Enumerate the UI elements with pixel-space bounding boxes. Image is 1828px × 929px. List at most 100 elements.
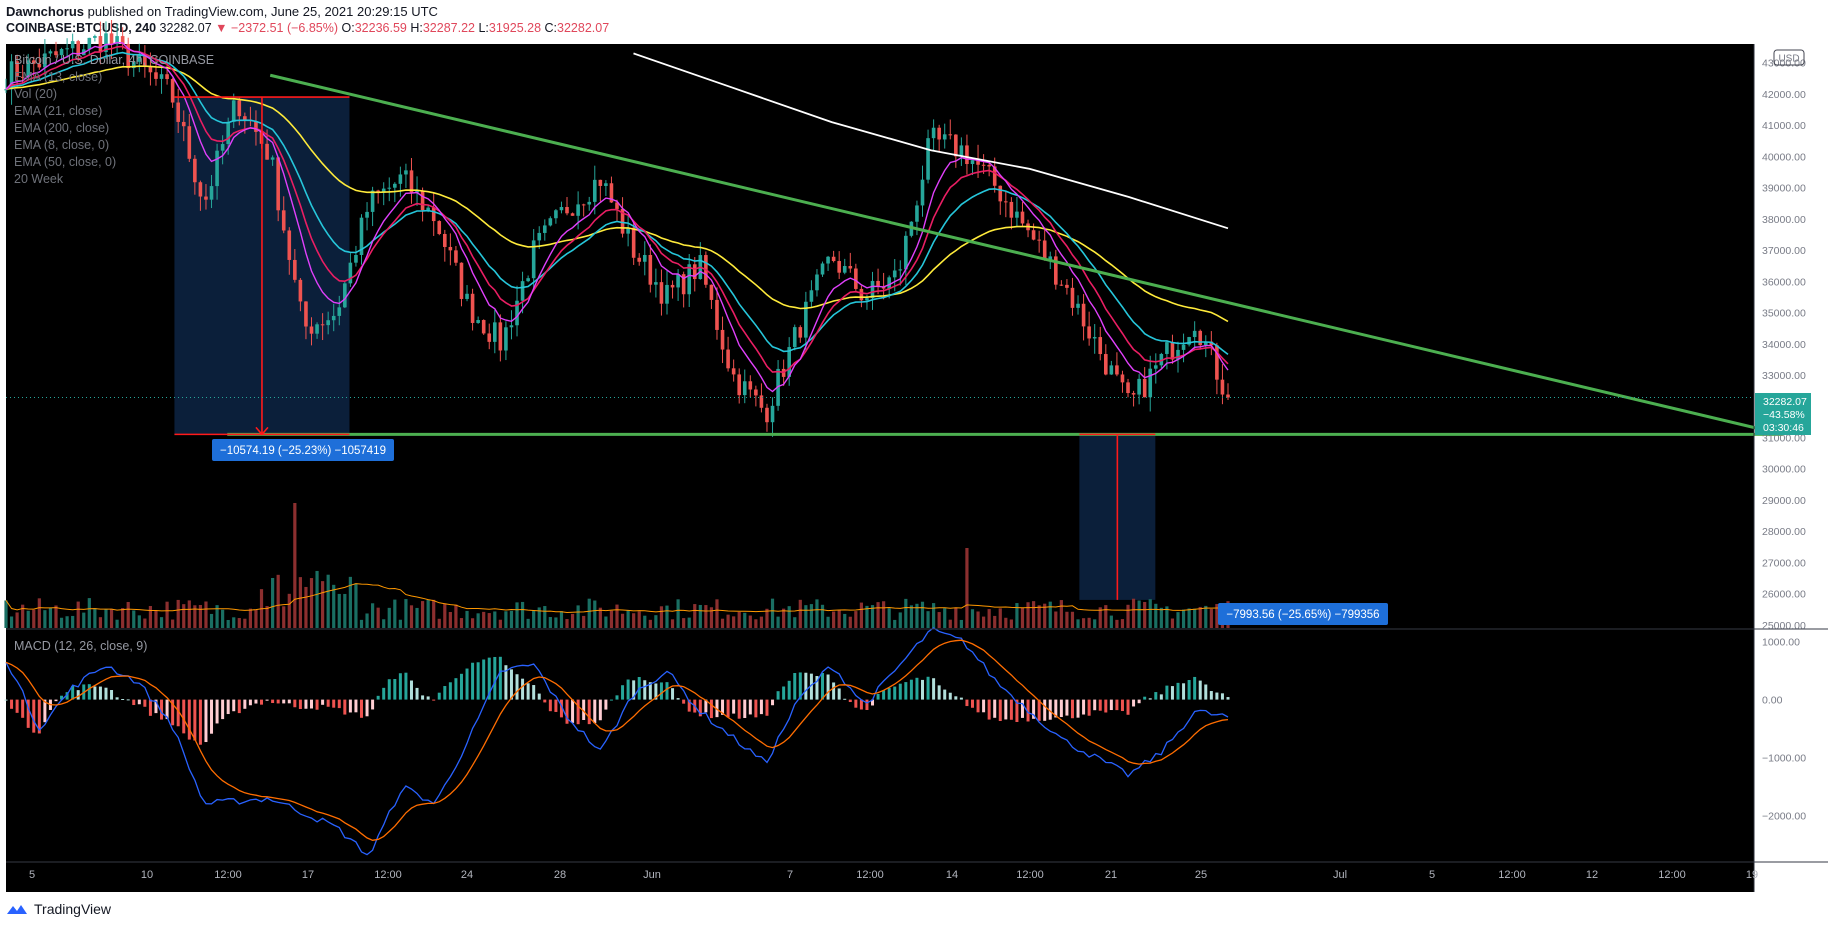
- measure-label-1-box[interactable]: [212, 439, 394, 461]
- macd-histogram-bar: [15, 699, 19, 713]
- macd-histogram-bar: [948, 692, 952, 700]
- macd-histogram-bar: [576, 699, 580, 725]
- volume-bar: [870, 605, 875, 628]
- macd-histogram-bar: [93, 686, 97, 700]
- macd-histogram-bar: [26, 699, 30, 728]
- volume-bar: [1070, 611, 1075, 628]
- volume-bar: [193, 605, 197, 628]
- candle-body: [204, 196, 208, 200]
- volume-bar: [409, 605, 414, 628]
- candle-body: [726, 349, 730, 369]
- ohlc-line: COINBASE:BTCUSD, 240 32282.07 ▼ −2372.51…: [6, 20, 609, 37]
- candle-body: [742, 381, 747, 396]
- candle-body: [765, 407, 769, 423]
- macd-histogram-bar: [21, 699, 25, 718]
- candle-body: [642, 255, 647, 262]
- ema8-line: [5, 41, 1229, 393]
- volume-bar: [459, 618, 464, 628]
- candle-body: [1192, 330, 1197, 338]
- macd-histogram-bar: [487, 657, 491, 700]
- candle-body: [181, 121, 186, 127]
- volume-bar: [415, 607, 419, 628]
- volume-bar: [626, 610, 630, 628]
- macd-histogram-bar: [409, 680, 413, 700]
- candle-body: [404, 170, 408, 175]
- macd-tick-label: 0.00: [1762, 695, 1783, 707]
- candle-body: [1226, 394, 1230, 398]
- candle-body: [287, 230, 292, 260]
- volume-bar: [265, 606, 269, 628]
- currency-badge[interactable]: USD: [1773, 49, 1805, 66]
- measure-label-2-box[interactable]: [1218, 603, 1388, 625]
- macd-histogram-bar: [1070, 699, 1074, 719]
- macd-histogram-bar: [226, 699, 230, 715]
- legend-ema21: EMA (21, close): [14, 104, 102, 118]
- volume-bar: [1198, 606, 1202, 628]
- x-tick-label: 25: [1195, 869, 1207, 881]
- candle-body: [315, 324, 319, 334]
- macd-histogram-bar: [821, 672, 825, 700]
- macd-histogram-bar: [376, 695, 380, 700]
- volume-bar: [132, 610, 136, 628]
- volume-bar: [393, 599, 397, 628]
- volume-bar: [1015, 603, 1019, 628]
- candle-body: [54, 51, 58, 56]
- candle-body: [731, 368, 736, 375]
- macd-histogram-bar: [954, 696, 958, 700]
- tradingview-logo-icon: [7, 905, 27, 914]
- candle-body: [170, 79, 175, 103]
- macd-histogram-bar: [859, 699, 863, 710]
- candle-body: [687, 264, 692, 295]
- candle-body: [148, 66, 153, 73]
- legend-title: Bitcoin / U.S. Dollar, 4h, COINBASE: [14, 53, 214, 67]
- macd-histogram-bar: [871, 699, 875, 706]
- macd-histogram-bar: [37, 699, 41, 734]
- y-tick-label: 33000.00: [1762, 370, 1806, 382]
- macd-histogram-bar: [1198, 680, 1202, 700]
- volume-bar: [959, 619, 963, 628]
- volume-bar: [1087, 617, 1091, 628]
- macd-histogram-bar: [1165, 685, 1169, 700]
- measure-label-1: −10574.19 (−25.23%) −1057419: [220, 445, 386, 457]
- candle-body: [1198, 330, 1203, 346]
- macd-histogram-bar: [609, 699, 613, 701]
- volume-bar: [670, 619, 675, 628]
- footer-brand[interactable]: TradingView: [34, 901, 112, 917]
- candle-body: [487, 333, 492, 342]
- candle-body: [437, 221, 442, 234]
- macd-histogram-bar: [71, 686, 75, 700]
- volume-bar: [520, 601, 525, 628]
- macd-histogram-bar: [804, 672, 808, 700]
- macd-histogram-bar: [743, 699, 747, 718]
- candle-body: [426, 207, 430, 211]
- volume-bar: [598, 607, 602, 628]
- macd-pane: [4, 627, 1230, 856]
- macd-histogram-bar: [1226, 697, 1230, 700]
- volume-bar: [204, 601, 208, 628]
- macd-histogram-bar: [987, 699, 991, 720]
- macd-histogram-bar: [543, 699, 547, 703]
- macd-histogram-bar: [537, 693, 541, 700]
- candle-body: [804, 301, 808, 338]
- volume-bar: [1193, 608, 1197, 628]
- ema50-line: [5, 65, 1229, 323]
- y-tick-label: 41000.00: [1762, 120, 1806, 132]
- macd-histogram-bar: [659, 682, 663, 700]
- axes: 43000.00 42000.00 41000.00 40000.00 39000.00…: [6, 44, 1828, 892]
- volume-bar: [276, 574, 280, 628]
- macd-histogram-bar: [698, 699, 702, 717]
- candle-body: [131, 61, 136, 69]
- volume-bar: [943, 608, 947, 628]
- macd-tick-label: −2000.00: [1762, 811, 1806, 823]
- macd-histogram-bar: [104, 687, 108, 700]
- price-marker: 32282.07 −43.58% 03:30:46: [1755, 393, 1811, 435]
- macd-histogram-bar: [221, 699, 225, 720]
- macd-histogram-bar: [887, 687, 891, 700]
- volume-bar: [1076, 619, 1080, 628]
- macd-histogram-bar: [1104, 699, 1108, 713]
- candle-body: [1098, 337, 1103, 355]
- macd-histogram-bar: [215, 699, 219, 724]
- author-name[interactable]: Dawnchorus: [6, 4, 85, 19]
- macd-histogram-bar: [1004, 699, 1008, 720]
